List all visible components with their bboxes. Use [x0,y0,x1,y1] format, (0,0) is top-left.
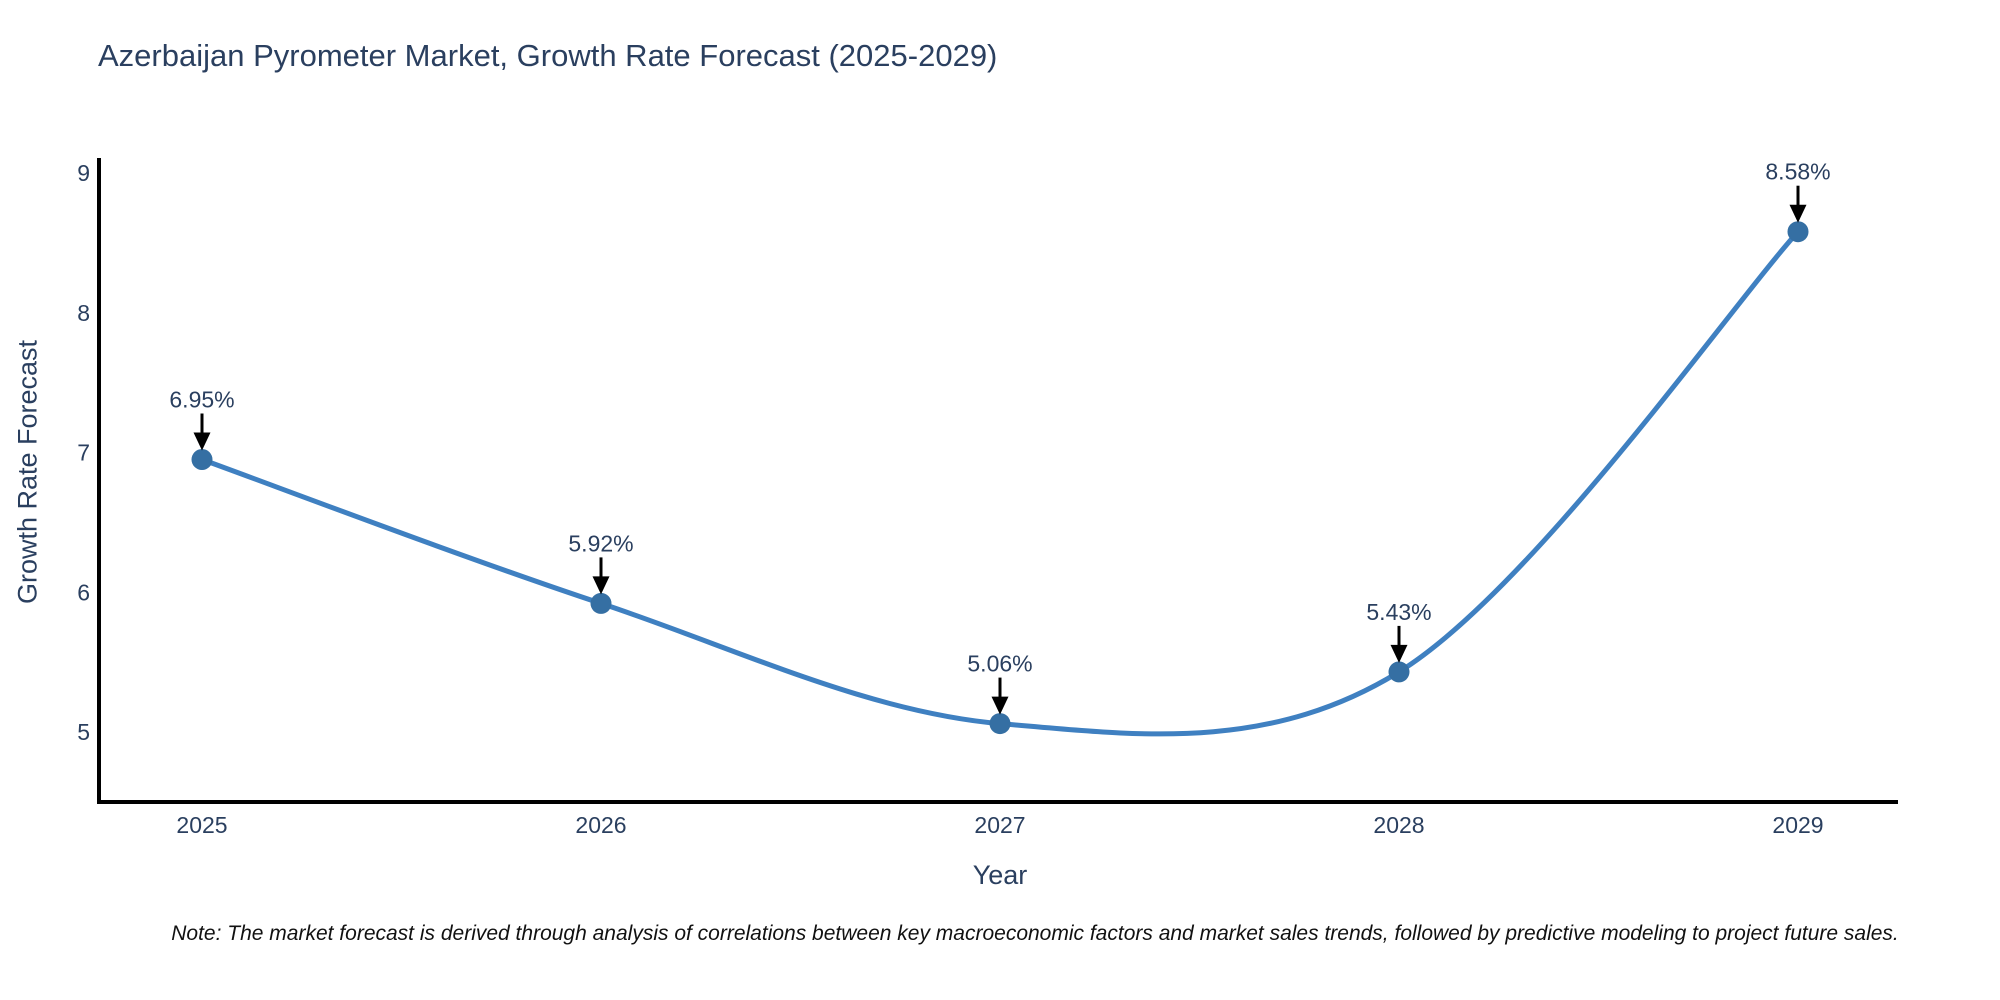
y-tick-label: 5 [77,719,90,745]
x-tick-label: 2029 [1772,812,1823,838]
point-annotation-label: 8.58% [1765,159,1830,185]
x-tick-label: 2026 [575,812,626,838]
y-tick-label: 9 [77,160,90,186]
axis-spines [97,158,1898,804]
forecast-line [199,229,1801,737]
annotation-arrowhead-icon [592,576,610,595]
annotation-arrowhead-icon [1390,644,1408,663]
annotation-arrowhead-icon [991,696,1009,715]
point-annotation-label: 6.95% [169,387,234,413]
chart-title: Azerbaijan Pyrometer Market, Growth Rate… [98,38,998,73]
data-point-marker [590,592,612,614]
point-annotation-label: 5.43% [1366,599,1431,625]
y-tick-label: 6 [77,579,90,605]
y-tick-label: 7 [77,440,90,466]
data-point-marker [989,713,1011,735]
y-axis-title: Growth Rate Forecast [12,339,43,605]
point-annotation-label: 5.92% [568,530,633,556]
point-annotation-label: 5.06% [967,651,1032,677]
data-point-marker [1388,661,1410,683]
x-axis-title: Year [972,860,1028,890]
data-point-marker [1787,221,1809,243]
x-tick-label: 2027 [974,812,1025,838]
annotation-arrowhead-icon [193,432,211,451]
x-tick-label: 2025 [176,812,227,838]
y-tick-label: 8 [77,300,90,326]
x-tick-label: 2028 [1373,812,1424,838]
footnote-text: Note: The market forecast is derived thr… [171,922,1899,945]
annotation-arrowhead-icon [1789,204,1807,223]
data-point-marker [191,449,213,470]
